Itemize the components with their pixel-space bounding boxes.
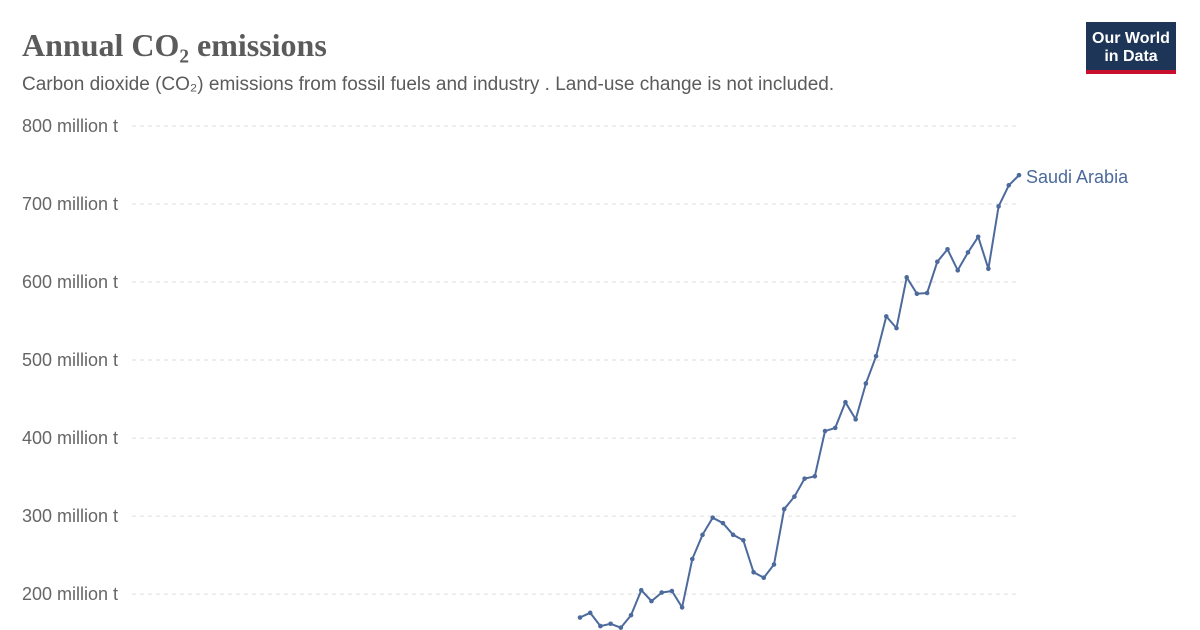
logo-box bbox=[1086, 22, 1176, 70]
data-point bbox=[822, 428, 828, 434]
data-point bbox=[832, 425, 838, 431]
data-point bbox=[659, 590, 664, 595]
logo-line: Our World bbox=[1092, 30, 1170, 47]
data-point bbox=[618, 625, 624, 630]
data-point bbox=[883, 314, 889, 319]
data-point bbox=[730, 532, 736, 538]
data-point bbox=[649, 598, 654, 604]
data-point bbox=[720, 520, 726, 526]
data-point bbox=[935, 259, 940, 265]
chart-subtitle: Carbon dioxide (CO₂) emissions from foss… bbox=[22, 74, 834, 95]
y-tick-label: 400 million t bbox=[22, 428, 118, 448]
data-point bbox=[761, 575, 767, 581]
data-point bbox=[812, 474, 818, 479]
data-point bbox=[1006, 182, 1012, 188]
logo: Our World in Data bbox=[1086, 22, 1176, 74]
data-point bbox=[669, 588, 675, 594]
data-point bbox=[771, 562, 777, 567]
data-point bbox=[587, 610, 593, 616]
data-point bbox=[577, 615, 583, 620]
data-point bbox=[710, 515, 716, 520]
data-point bbox=[679, 605, 685, 610]
data-point bbox=[894, 325, 899, 331]
logo-line: in Data bbox=[1104, 48, 1157, 65]
data-point bbox=[945, 246, 950, 252]
series-line bbox=[579, 174, 1020, 629]
data-point bbox=[792, 494, 797, 499]
data-point bbox=[873, 353, 879, 359]
data-point bbox=[975, 234, 981, 240]
data-point bbox=[843, 399, 848, 405]
data-point bbox=[741, 537, 746, 543]
data-point bbox=[751, 569, 756, 575]
data-point bbox=[965, 250, 971, 255]
data-point bbox=[690, 556, 695, 562]
data-point bbox=[853, 417, 858, 422]
data-point bbox=[986, 266, 991, 272]
series-label: Saudi Arabia bbox=[1026, 167, 1129, 187]
data-point bbox=[802, 476, 807, 481]
data-point bbox=[700, 532, 705, 538]
data-point bbox=[924, 290, 930, 296]
data-point bbox=[781, 506, 787, 512]
y-tick-label: 500 million t bbox=[22, 350, 118, 370]
data-point bbox=[1016, 172, 1022, 178]
y-tick-label: 700 million t bbox=[22, 194, 118, 214]
data-point bbox=[863, 381, 869, 386]
data-point bbox=[628, 612, 634, 618]
logo-stripe bbox=[1086, 70, 1176, 74]
y-tick-label: 300 million t bbox=[22, 506, 118, 526]
y-tick-label: 800 million t bbox=[22, 116, 118, 136]
data-point bbox=[955, 268, 961, 273]
data-point bbox=[914, 291, 920, 297]
data-point bbox=[598, 623, 603, 629]
y-tick-label: 600 million t bbox=[22, 272, 118, 292]
chart-title: Annual CO₂ emissions bbox=[22, 27, 327, 63]
data-point bbox=[608, 621, 613, 627]
data-point bbox=[996, 204, 1001, 209]
y-tick-label: 200 million t bbox=[22, 584, 118, 604]
data-point bbox=[638, 587, 644, 593]
data-point bbox=[904, 275, 909, 280]
plot bbox=[577, 172, 1022, 630]
